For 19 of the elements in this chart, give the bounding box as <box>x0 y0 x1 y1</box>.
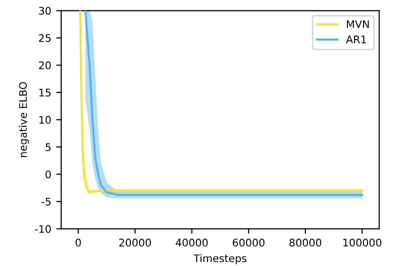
x-tick-label: 20000 <box>119 238 151 247</box>
y-tick-label: -5 <box>42 198 51 206</box>
y-tick-label: 20 <box>39 61 51 70</box>
y-tick-label: -10 <box>35 224 51 233</box>
y-tick-label: 25 <box>39 34 51 42</box>
y-tick-label: 15 <box>39 88 51 97</box>
legend-label: AR1 <box>346 36 366 44</box>
y-tick-label: 5 <box>46 143 51 152</box>
x-tick-label: 0 <box>76 238 81 247</box>
x-tick-label: 80000 <box>290 238 322 247</box>
x-axis-title: Timesteps <box>193 254 246 264</box>
x-tick-label: 100000 <box>343 238 382 247</box>
y-tick-label: 10 <box>39 116 51 124</box>
x-tick-label: 60000 <box>232 238 264 247</box>
y-axis-title: negative ELBO <box>18 82 29 157</box>
x-tick-label: 40000 <box>176 238 208 247</box>
y-tick-label: 0 <box>46 170 51 178</box>
legend-label: MVN <box>346 20 369 28</box>
y-tick-label: 30 <box>39 6 51 15</box>
